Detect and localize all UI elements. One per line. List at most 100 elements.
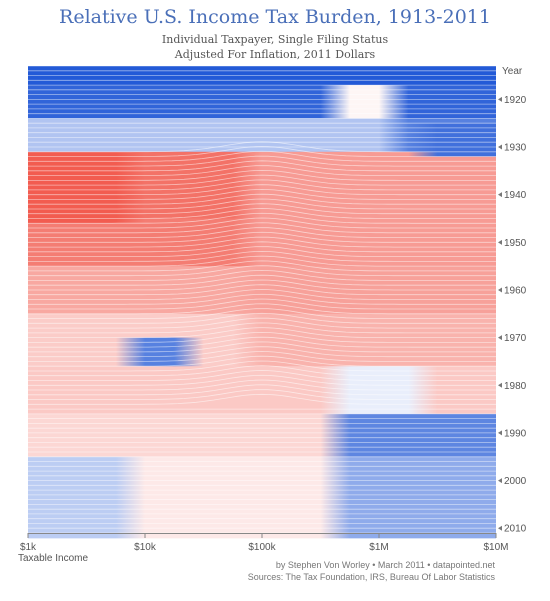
year-band-1963	[28, 304, 496, 310]
year-band-1995	[28, 456, 496, 463]
ridge-line-1942	[28, 193, 496, 205]
ridge-line-1950	[28, 231, 496, 243]
x-tick-label: $10M	[483, 542, 508, 553]
year-band-1958	[28, 280, 496, 286]
year-band-1937	[28, 180, 496, 186]
year-band-1981	[28, 390, 496, 396]
year-ridge-lines	[28, 65, 496, 534]
ridge-line-1955	[28, 255, 496, 267]
year-band-1974	[28, 356, 496, 363]
ridge-line-1949	[28, 227, 496, 239]
year-band-1938	[28, 185, 496, 191]
ridge-line-1940	[28, 184, 496, 196]
ridge-line-1958	[28, 269, 496, 281]
y-axis-title: Year	[502, 66, 523, 77]
year-band-1945	[28, 218, 496, 224]
year-band-1965	[28, 313, 496, 320]
year-band-1953	[28, 256, 496, 262]
y-tick-label: 1930	[504, 143, 527, 154]
y-tick-mark	[498, 382, 502, 388]
year-band-1933	[28, 161, 496, 167]
year-band-2010	[28, 528, 496, 534]
x-tick-label: $100k	[248, 542, 276, 553]
ridge-line-1973	[28, 341, 496, 353]
y-tick-label: 1950	[504, 238, 527, 249]
x-tick-label: $10k	[134, 542, 157, 553]
author-credit: by Stephen Von Worley • March 2011 • dat…	[275, 560, 495, 570]
year-band-1941	[28, 199, 496, 205]
year-band-1957	[28, 275, 496, 282]
ridge-line-1980	[28, 374, 496, 386]
ridge-line-1971	[28, 331, 496, 343]
year-band-2000	[28, 480, 496, 486]
ridge-line-1944	[28, 203, 496, 215]
year-band-1918	[28, 89, 496, 96]
year-band-1935	[28, 170, 496, 177]
ridge-line-1967	[28, 312, 496, 324]
year-band-1948	[28, 232, 496, 239]
year-band-1999	[28, 475, 496, 482]
chart-subtitle-line-2: Adjusted For Inflation, 2011 Dollars	[174, 48, 376, 61]
chart-subtitle-line-1: Individual Taxpayer, Single Filing Statu…	[161, 33, 389, 46]
ridge-line-1977	[28, 360, 496, 372]
ridge-line-1951	[28, 236, 496, 248]
year-band-1927	[28, 132, 496, 139]
year-band-1946	[28, 223, 496, 229]
y-tick-label: 1960	[504, 285, 527, 296]
year-band-1992	[28, 442, 496, 448]
ridge-line-1961	[28, 284, 496, 296]
y-tick-label: 1980	[504, 381, 527, 392]
y-tick-label: 2000	[504, 476, 527, 487]
year-band-1954	[28, 261, 496, 267]
ridge-line-1968	[28, 317, 496, 329]
ridge-line-1952	[28, 241, 496, 253]
heatmap-bands	[28, 66, 496, 539]
year-band-1913	[28, 66, 496, 72]
year-band-1931	[28, 151, 496, 158]
year-band-2004	[28, 499, 496, 506]
year-band-1960	[28, 289, 496, 296]
year-band-2002	[28, 490, 496, 496]
year-band-1920	[28, 99, 496, 105]
year-band-2006	[28, 509, 496, 515]
ridge-line-1984	[28, 393, 496, 405]
year-band-1997	[28, 466, 496, 472]
year-band-1949	[28, 237, 496, 243]
ridge-line-1947	[28, 217, 496, 229]
year-band-1976	[28, 366, 496, 372]
sources-credit: Sources: The Tax Foundation, IRS, Bureau…	[247, 572, 495, 582]
ridge-line-1970	[28, 327, 496, 339]
y-tick-mark	[498, 239, 502, 245]
year-band-1932	[28, 156, 496, 162]
year-band-1966	[28, 318, 496, 324]
ridge-line-1965	[28, 303, 496, 315]
ridge-line-1981	[28, 379, 496, 391]
year-band-1928	[28, 137, 496, 143]
year-band-1982	[28, 394, 496, 401]
year-band-1978	[28, 375, 496, 382]
year-band-1984	[28, 404, 496, 410]
y-tick-label: 1970	[504, 333, 527, 344]
year-band-1922	[28, 108, 496, 115]
year-band-1959	[28, 285, 496, 291]
year-band-1915	[28, 75, 496, 81]
year-band-1991	[28, 437, 496, 444]
year-band-2009	[28, 523, 496, 529]
year-band-1987	[28, 418, 496, 424]
year-band-1993	[28, 447, 496, 453]
year-band-1936	[28, 175, 496, 181]
ridge-line-1963	[28, 293, 496, 305]
x-tick-label: $1k	[20, 542, 37, 553]
year-band-1956	[28, 270, 496, 277]
year-band-1989	[28, 428, 496, 434]
y-tick-label: 1940	[504, 190, 527, 201]
year-band-1971	[28, 342, 496, 348]
ridge-line-1956	[28, 260, 496, 272]
ridge-line-1933	[28, 150, 496, 162]
year-band-1934	[28, 166, 496, 172]
y-tick-mark	[498, 335, 502, 341]
year-band-1919	[28, 94, 496, 100]
year-band-1961	[28, 294, 496, 301]
y-tick-mark	[498, 96, 502, 102]
x-axis: $1k $10k $100k $1M $10M	[20, 533, 509, 553]
